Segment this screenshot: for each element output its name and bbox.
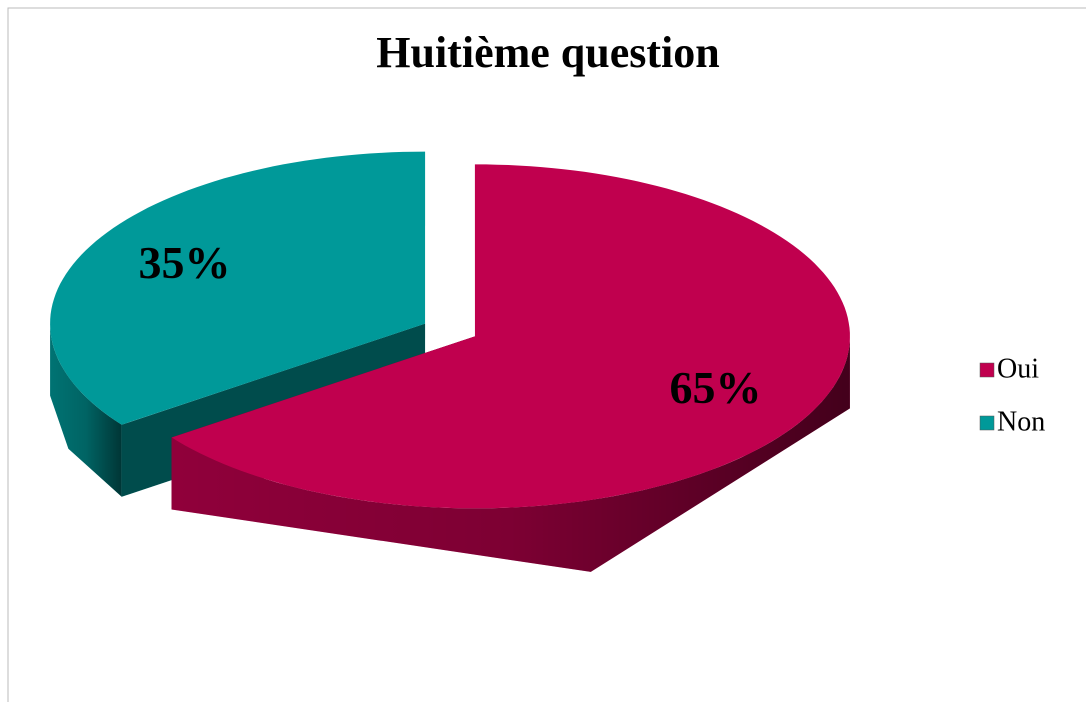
chart-title: Huitième question xyxy=(376,28,719,77)
legend-swatch xyxy=(979,362,995,378)
legend-label: Non xyxy=(997,406,1045,437)
pie: 35% 65% xyxy=(50,151,850,572)
slice xyxy=(171,164,850,509)
chart-border xyxy=(7,7,1086,702)
legend-label: Oui xyxy=(997,353,1039,384)
slice-side-shade xyxy=(50,323,122,497)
data-label: 35% xyxy=(138,237,230,288)
slice xyxy=(50,151,426,425)
data-label: 65% xyxy=(670,362,762,413)
slice-side-shade xyxy=(171,336,850,572)
legend-swatch xyxy=(979,415,995,431)
